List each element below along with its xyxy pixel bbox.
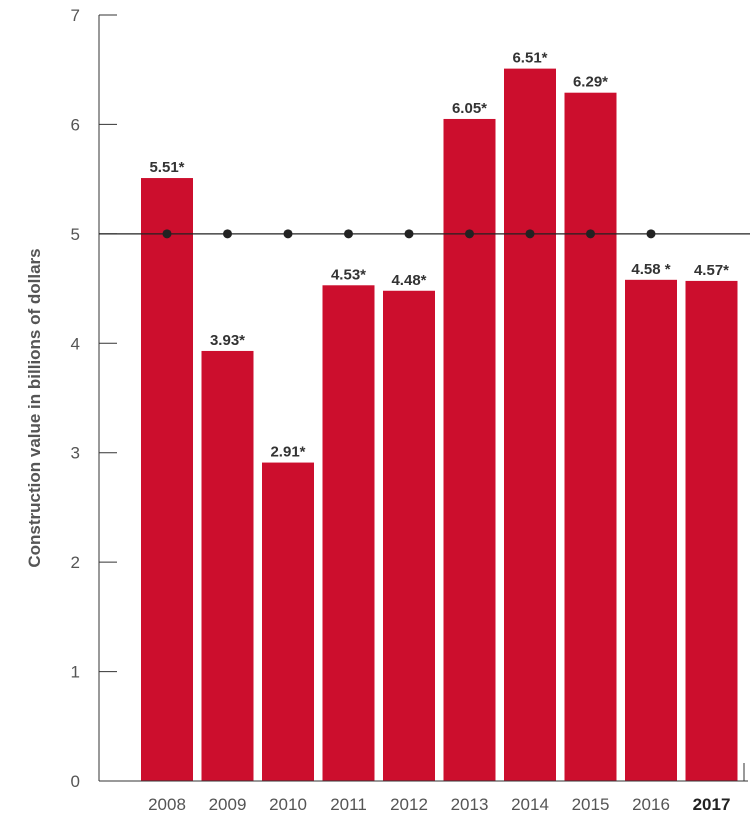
bar (504, 68, 556, 782)
bar (141, 178, 193, 781)
data-label: 6.29* (573, 74, 608, 91)
y-tick-label: 0 (71, 772, 80, 791)
y-tick-label: 6 (71, 115, 80, 134)
x-tick-label: 2014 (511, 795, 549, 814)
bar (201, 350, 254, 781)
x-tick-label: 2010 (269, 795, 307, 814)
x-axis: 2008 2009 2010 2011 2012 2013 2014 2015 2016 2017 (99, 763, 748, 814)
data-label: 4.58 * (631, 261, 670, 278)
reference-marker (586, 229, 595, 239)
bar (322, 285, 375, 781)
data-label: 4.57* (694, 262, 729, 279)
reference-marker (162, 229, 172, 239)
x-tick-label: 2013 (451, 795, 489, 814)
reference-marker (404, 229, 414, 239)
y-tick-label: 4 (71, 334, 80, 353)
data-label: 4.53* (331, 266, 366, 283)
reference-marker (646, 229, 656, 239)
y-axis-title: Construction value in billions of dollar… (25, 248, 44, 567)
bar (685, 280, 738, 781)
reference-marker (465, 229, 474, 239)
y-tick-label: 1 (71, 663, 80, 682)
bar (625, 279, 677, 781)
x-tick-label: 2016 (632, 795, 670, 814)
y-axis: 0 1 2 3 4 5 6 7 (71, 6, 117, 791)
reference-marker (223, 229, 232, 239)
x-tick-label: 2011 (330, 795, 367, 814)
bars (141, 68, 738, 782)
y-tick-label: 2 (71, 553, 80, 572)
x-tick-label: 2009 (209, 795, 247, 814)
data-label: 6.05* (452, 100, 487, 117)
y-tick-label: 3 (71, 444, 80, 463)
data-label: 2.91* (270, 444, 305, 461)
reference-marker (344, 229, 353, 239)
y-tick-label: 5 (71, 225, 80, 244)
reference-marker (525, 229, 535, 239)
data-label: 6.51* (512, 50, 547, 67)
reference-line-group (99, 229, 750, 239)
x-tick-label: 2012 (390, 795, 428, 814)
data-label: 3.93* (210, 332, 245, 349)
reference-marker (283, 229, 293, 239)
bar (262, 462, 314, 781)
x-tick-label: 2008 (148, 795, 186, 814)
data-label: 4.48* (391, 272, 426, 289)
data-labels: 5.51* 3.93* 2.91* 4.53* 4.48* 6.05* 6.51* 6.29*… (149, 50, 729, 461)
data-label: 5.51* (149, 159, 184, 176)
x-tick-label: 2015 (572, 795, 610, 814)
x-tick-label: 2017 (693, 795, 731, 814)
bar (443, 118, 496, 781)
bar (383, 290, 435, 781)
y-tick-label: 7 (71, 6, 80, 25)
bar (564, 92, 617, 782)
